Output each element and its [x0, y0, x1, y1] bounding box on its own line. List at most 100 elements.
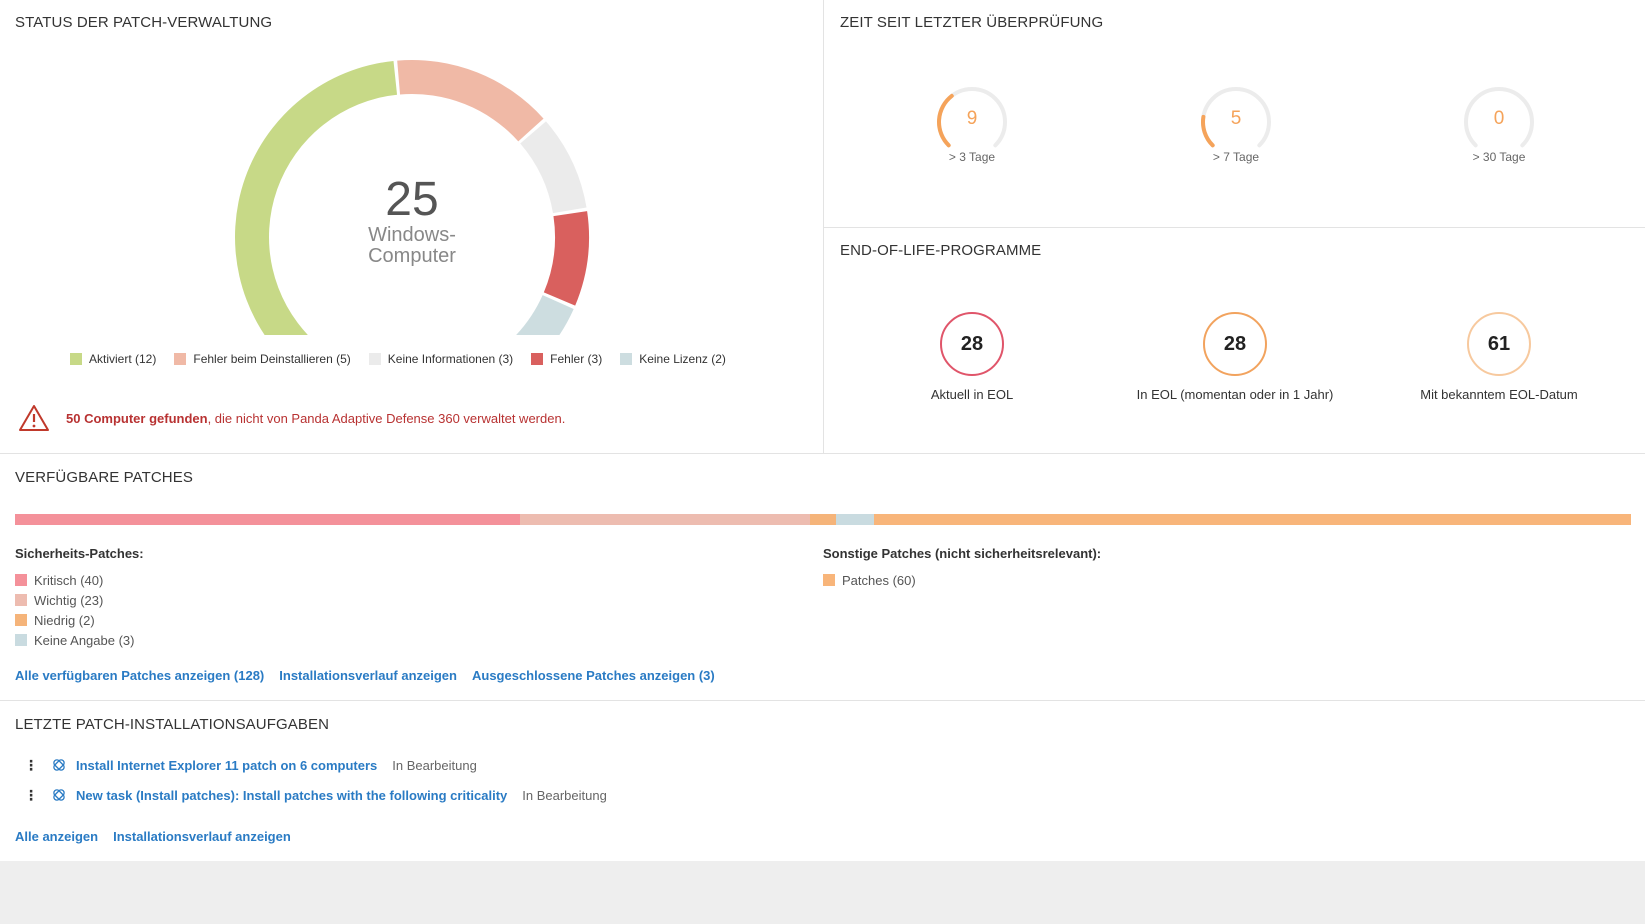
- eol-upcoming[interactable]: 28 In EOL (momentan oder in 1 Jahr): [1095, 312, 1375, 402]
- patches-stacked-bar: [15, 514, 1631, 525]
- link-all-patches[interactable]: Alle verfügbaren Patches anzeigen (128): [15, 668, 265, 683]
- donut-label: Windows- Computer: [368, 224, 456, 267]
- eol-circle: 61: [1467, 312, 1531, 376]
- bar-segment[interactable]: [520, 514, 811, 525]
- link-show-all[interactable]: Alle anzeigen: [15, 829, 99, 844]
- legend-item-no-info[interactable]: Keine Informationen (3): [368, 352, 514, 366]
- last-check-title: ZEIT SEIT LETZTER ÜBERPRÜFUNG: [840, 14, 1104, 31]
- eol-circle: 28: [1203, 312, 1267, 376]
- gauge-3-days[interactable]: 9 > 3 Tage: [927, 86, 1017, 164]
- eol-label: Mit bekanntem EOL-Datum: [1420, 387, 1578, 402]
- legend-label: Fehler (3): [550, 352, 603, 366]
- legend-item-activated[interactable]: Aktiviert (12): [70, 352, 156, 366]
- available-patches-title: VERFÜGBARE PATCHES: [15, 469, 193, 486]
- legend-label: Keine Informationen (3): [387, 352, 514, 366]
- patch-item-important[interactable]: Wichtig (23): [15, 590, 134, 610]
- donut-legend: Aktiviert (12) Fehler beim Deinstalliere…: [70, 352, 726, 366]
- legend-swatch: [620, 353, 633, 365]
- gauge-value: 0: [1493, 108, 1505, 129]
- kebab-menu-icon[interactable]: ⋮: [24, 786, 38, 803]
- patch-label: Keine Angabe (3): [34, 632, 135, 648]
- recent-tasks-title: LETZTE PATCH-INSTALLATIONSAUFGABEN: [15, 716, 329, 733]
- eol-label: In EOL (momentan oder in 1 Jahr): [1136, 387, 1334, 402]
- patch-status-title: STATUS DER PATCH-VERWALTUNG: [15, 14, 273, 31]
- task-link[interactable]: Install Internet Explorer 11 patch on 6 …: [76, 757, 378, 773]
- patch-swatch: [15, 634, 27, 646]
- gauge-label: > 30 Tage: [1472, 150, 1526, 164]
- patch-swatch: [15, 574, 27, 586]
- patch-item-other[interactable]: Patches (60): [823, 570, 916, 590]
- patch-status-donut: 25 Windows- Computer: [212, 55, 612, 363]
- link-install-history[interactable]: Installationsverlauf anzeigen: [279, 668, 457, 683]
- task-status: In Bearbeitung: [392, 757, 477, 773]
- task-row: ⋮ New task (Install patches): Install pa…: [24, 786, 607, 804]
- donut-segment[interactable]: [235, 60, 398, 363]
- patch-task-icon: [53, 759, 65, 771]
- eol-title: END-OF-LIFE-PROGRAMME: [840, 242, 1042, 259]
- gauge-arc: [1464, 87, 1534, 148]
- security-patches-list: Kritisch (40) Wichtig (23) Niedrig (2) K…: [15, 570, 134, 650]
- eol-label: Aktuell in EOL: [930, 387, 1014, 402]
- legend-item-error[interactable]: Fehler (3): [531, 352, 602, 366]
- legend-swatch: [368, 353, 381, 365]
- gauge-7-days[interactable]: 5 > 7 Tage: [1191, 86, 1281, 164]
- bar-segment[interactable]: [873, 514, 1631, 525]
- eol-known-date[interactable]: 61 Mit bekanntem EOL-Datum: [1359, 312, 1639, 402]
- gauge-track: [1464, 87, 1534, 148]
- divider-vertical: [823, 0, 824, 453]
- legend-swatch: [70, 353, 82, 365]
- other-patches-list: Patches (60): [823, 570, 916, 590]
- patch-swatch: [15, 614, 27, 626]
- patches-links: Alle verfügbaren Patches anzeigen (128) …: [15, 668, 715, 683]
- legend-label: Aktiviert (12): [89, 352, 157, 366]
- eol-circle: 28: [940, 312, 1004, 376]
- patch-label: Niedrig (2): [34, 612, 95, 628]
- legend-label: Keine Lizenz (2): [639, 352, 726, 366]
- donut-segment[interactable]: [397, 60, 544, 142]
- unmanaged-warning[interactable]: 50 Computer gefunden, die nicht von Pand…: [18, 404, 565, 432]
- security-patches-heading: Sicherheits-Patches:: [15, 546, 144, 561]
- patch-label: Patches (60): [842, 572, 916, 588]
- warning-rest: , die nicht von Panda Adaptive Defense 3…: [207, 410, 566, 426]
- divider-tasks: [0, 700, 1645, 701]
- kebab-menu-icon[interactable]: ⋮: [24, 756, 38, 773]
- warning-triangle-icon: [19, 405, 49, 431]
- gauge-label: > 3 Tage: [948, 150, 996, 164]
- bar-segment[interactable]: [835, 514, 874, 525]
- donut-center: 25 Windows- Computer: [212, 175, 612, 267]
- warning-bold[interactable]: 50 Computer gefunden: [66, 410, 208, 426]
- divider-right-middle: [824, 227, 1645, 228]
- patch-item-critical[interactable]: Kritisch (40): [15, 570, 134, 590]
- eol-current[interactable]: 28 Aktuell in EOL: [832, 312, 1112, 402]
- bar-segment[interactable]: [810, 514, 836, 525]
- legend-swatch: [531, 353, 544, 365]
- gauge-value: 5: [1230, 108, 1242, 129]
- legend-item-uninstall-error[interactable]: Fehler beim Deinstallieren (5): [174, 352, 351, 366]
- gauge-30-days[interactable]: 0 > 30 Tage: [1454, 86, 1544, 164]
- donut-segment[interactable]: [543, 211, 589, 306]
- patch-item-unspecified[interactable]: Keine Angabe (3): [15, 630, 134, 650]
- bar-segment[interactable]: [15, 514, 520, 525]
- task-link[interactable]: New task (Install patches): Install patc…: [76, 787, 508, 803]
- patch-label: Wichtig (23): [34, 592, 104, 608]
- gauge-value: 9: [966, 108, 978, 129]
- gauge-arc: [937, 87, 1007, 148]
- other-patches-heading: Sonstige Patches (nicht sicherheitsrelev…: [823, 546, 1102, 561]
- patch-label: Kritisch (40): [34, 572, 104, 588]
- divider-patches: [0, 453, 1645, 454]
- link-task-history[interactable]: Installationsverlauf anzeigen: [113, 829, 291, 844]
- link-excluded-patches[interactable]: Ausgeschlossene Patches anzeigen (3): [471, 668, 715, 683]
- legend-swatch: [174, 353, 187, 365]
- gauge-fill: [1201, 114, 1215, 148]
- tasks-links: Alle anzeigen Installationsverlauf anzei…: [15, 829, 291, 844]
- task-status: In Bearbeitung: [522, 787, 607, 803]
- donut-count: 25: [385, 173, 439, 226]
- patch-item-low[interactable]: Niedrig (2): [15, 610, 134, 630]
- gauge-arc: [1201, 87, 1271, 148]
- footer-area: [0, 861, 1645, 924]
- patch-swatch: [15, 594, 27, 606]
- patch-swatch: [823, 574, 835, 586]
- donut-segment[interactable]: [520, 121, 587, 214]
- legend-item-no-license[interactable]: Keine Lizenz (2): [620, 352, 726, 366]
- gauge-fill: [937, 93, 954, 148]
